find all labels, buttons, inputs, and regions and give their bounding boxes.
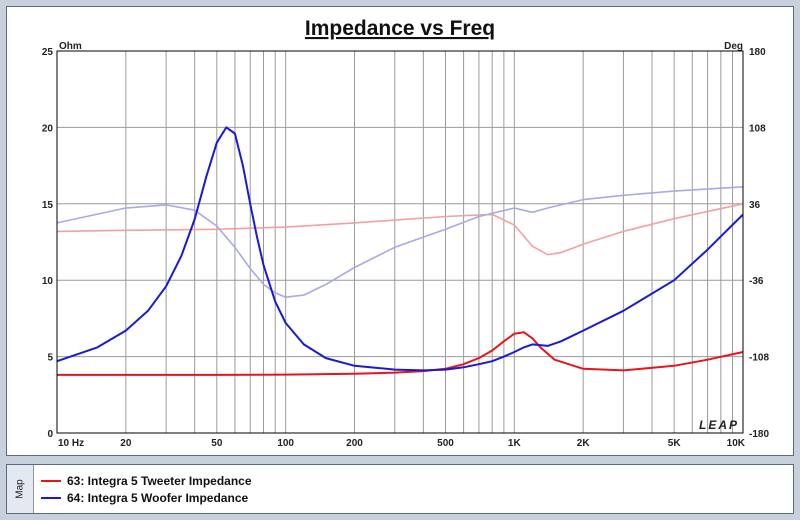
series-line-phase-1 [56,203,744,256]
legend-swatch-woofer [41,497,61,499]
x-tick-label: 200 [346,438,363,449]
y-right-tick-label: 180 [749,47,766,58]
series-line-phase-3 [56,186,744,299]
y-right-unit: Deg [724,41,743,52]
x-tick-label: 50 [211,438,223,449]
impedance-chart: Impedance vs Freq Ohm Deg 10 Hz 20 50 100 20… [42,17,770,449]
legend-item-tweeter[interactable]: 63: Integra 5 Tweeter Impedance [41,473,252,489]
legend-item-woofer[interactable]: 64: Integra 5 Woofer Impedance [41,490,248,506]
y-left-tick-label: 0 [47,429,53,440]
x-tick-label: 5K [668,438,682,449]
x-tick-label: 20 [120,438,132,449]
y-right-tick-label: 36 [749,200,761,211]
x-tick-label: 10 Hz [58,438,84,449]
map-tab[interactable]: Map [7,465,34,513]
y-right-tick-label: -180 [749,429,769,440]
x-tick-label: 500 [437,438,454,449]
y-left-unit: Ohm [59,41,82,52]
y-left-tick-label: 5 [47,353,53,364]
legend-label-tweeter: 63: Integra 5 Tweeter Impedance [67,474,252,488]
plot-border [56,50,744,434]
x-tick-label: 100 [277,438,294,449]
y-right-tick-label: -36 [749,276,764,287]
series-line-impedance-0 [57,331,744,376]
y-left-tick-label: 25 [42,47,54,58]
y-right-tick-label: 108 [749,123,766,134]
x-tick-label: 1K [508,438,522,449]
x-tick-label: 2K [577,438,591,449]
legend-panel: Map 63: Integra 5 Tweeter Impedance 64: … [6,464,794,514]
x-tick-label: 10K [727,438,746,449]
y-left-tick-label: 20 [42,123,54,134]
chart-title: Impedance vs Freq [305,17,495,40]
series-line-impedance-2 [56,126,744,372]
legend-label-woofer: 64: Integra 5 Woofer Impedance [67,491,249,505]
watermark-logo: LEAP [699,418,739,432]
y-right-tick-label: -108 [749,353,769,364]
chart-panel: Impedance vs Freq Ohm Deg 10 Hz 20 50 100 20… [6,6,794,456]
map-tab-label: Map [14,479,26,499]
legend-swatch-tweeter [41,480,61,482]
y-left-tick-label: 15 [42,200,54,211]
y-left-tick-label: 10 [42,276,54,287]
